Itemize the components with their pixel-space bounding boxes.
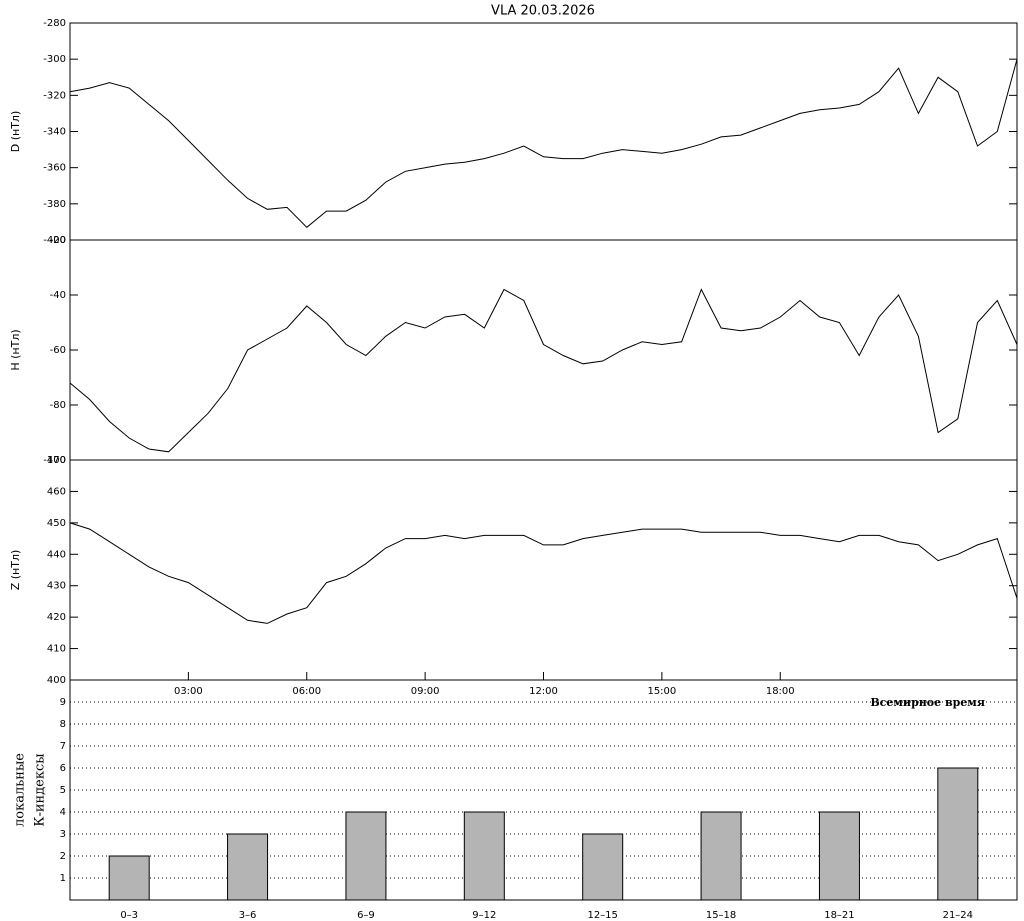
y-tick-label: 5 [60,785,66,796]
y-tick-label: 420 [47,612,66,623]
bar [463,811,505,901]
bar [227,833,269,901]
y-tick-label: 2 [60,851,66,862]
y-tick-label: 400 [47,675,66,686]
x-tick-label: 9–12 [472,910,496,921]
y-tick-label: -280 [43,18,66,29]
x-tick-label: 03:00 [174,686,203,697]
bar [818,811,860,901]
y-tick-label: 6 [60,763,66,774]
y-tick-label: 450 [47,518,66,529]
y-tick-label: 430 [47,581,66,592]
y-tick-label: -300 [43,54,66,65]
bar [108,855,150,901]
x-tick-label: 12–15 [587,910,617,921]
plot-frame [69,459,1018,681]
y-tick-label: -340 [43,127,66,138]
y-tick-label: 460 [47,486,66,497]
y-tick-label: 9 [60,697,66,708]
bar [700,811,742,901]
chart-title: VLA 20.03.2026 [491,4,595,19]
x-tick-label: 0–3 [120,910,138,921]
y-tick-label: 410 [47,644,66,655]
plot-frame [69,22,1018,241]
y-tick-label: 7 [60,741,66,752]
x-tick-label: 18:00 [766,686,795,697]
y-tick-label: -400 [43,235,66,246]
y-tick-label: -20 [50,235,66,246]
bar [937,767,979,901]
y-axis-label: локальные [13,753,28,827]
y-tick-label: 1 [60,873,66,884]
data-line [69,59,1018,228]
y-tick-label: -360 [43,163,66,174]
y-tick-label: 440 [47,549,66,560]
y-tick-label: 4 [60,807,66,818]
data-line [69,522,1018,624]
y-tick-label: -320 [43,90,66,101]
data-line [69,288,1018,453]
x-tick-label: 12:00 [529,686,558,697]
x-axis-label: Всемирное время [870,696,985,709]
y-tick-label: -60 [50,345,66,356]
y-tick-label: -380 [43,199,66,210]
y-tick-label: 3 [60,829,66,840]
x-tick-label: 15–18 [706,910,736,921]
x-tick-label: 18–21 [824,910,854,921]
y-tick-label: 8 [60,719,66,730]
y-axis-label: К-индексы [33,753,48,826]
y-tick-label: -80 [50,400,66,411]
x-tick-label: 09:00 [411,686,440,697]
x-tick-label: 3–6 [239,910,257,921]
y-tick-label: 470 [47,455,66,466]
bar [345,811,387,901]
bar [582,833,624,901]
y-axis-label: D (нТл) [9,111,22,153]
plot-frame [69,239,1018,461]
y-axis-label: Z (нТл) [9,550,22,591]
y-tick-label: -100 [43,455,66,466]
y-axis-label: H (нТл) [9,329,22,370]
y-tick-label: -40 [50,290,66,301]
x-tick-label: 06:00 [292,686,321,697]
x-tick-label: 6–9 [357,910,375,921]
x-tick-label: 21–24 [943,910,973,921]
x-tick-label: 15:00 [647,686,676,697]
